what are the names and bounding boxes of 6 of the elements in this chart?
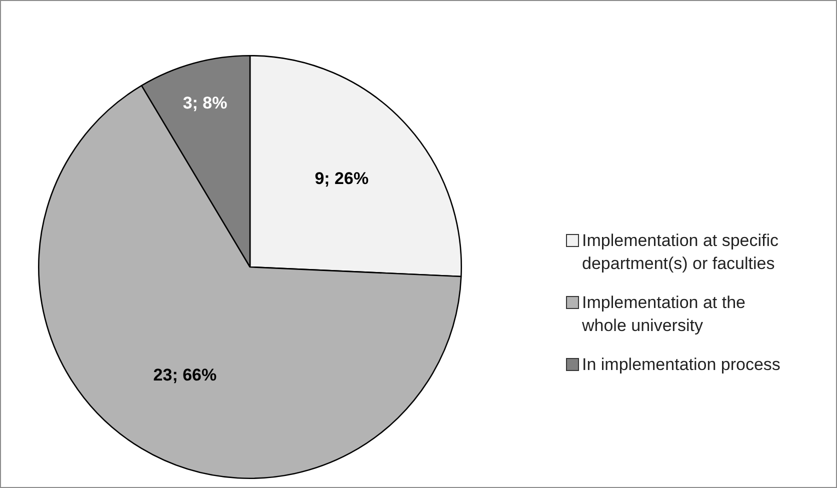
- data-label: 23; 66%: [153, 366, 217, 385]
- legend-label: Implementation at the whole university: [582, 292, 746, 337]
- legend-label: In implementation process: [582, 354, 780, 376]
- data-label: 9; 26%: [314, 169, 369, 188]
- data-label: 3; 8%: [182, 94, 228, 113]
- slice-label: Implementation at specific department(s) or faculties: [582, 230, 780, 275]
